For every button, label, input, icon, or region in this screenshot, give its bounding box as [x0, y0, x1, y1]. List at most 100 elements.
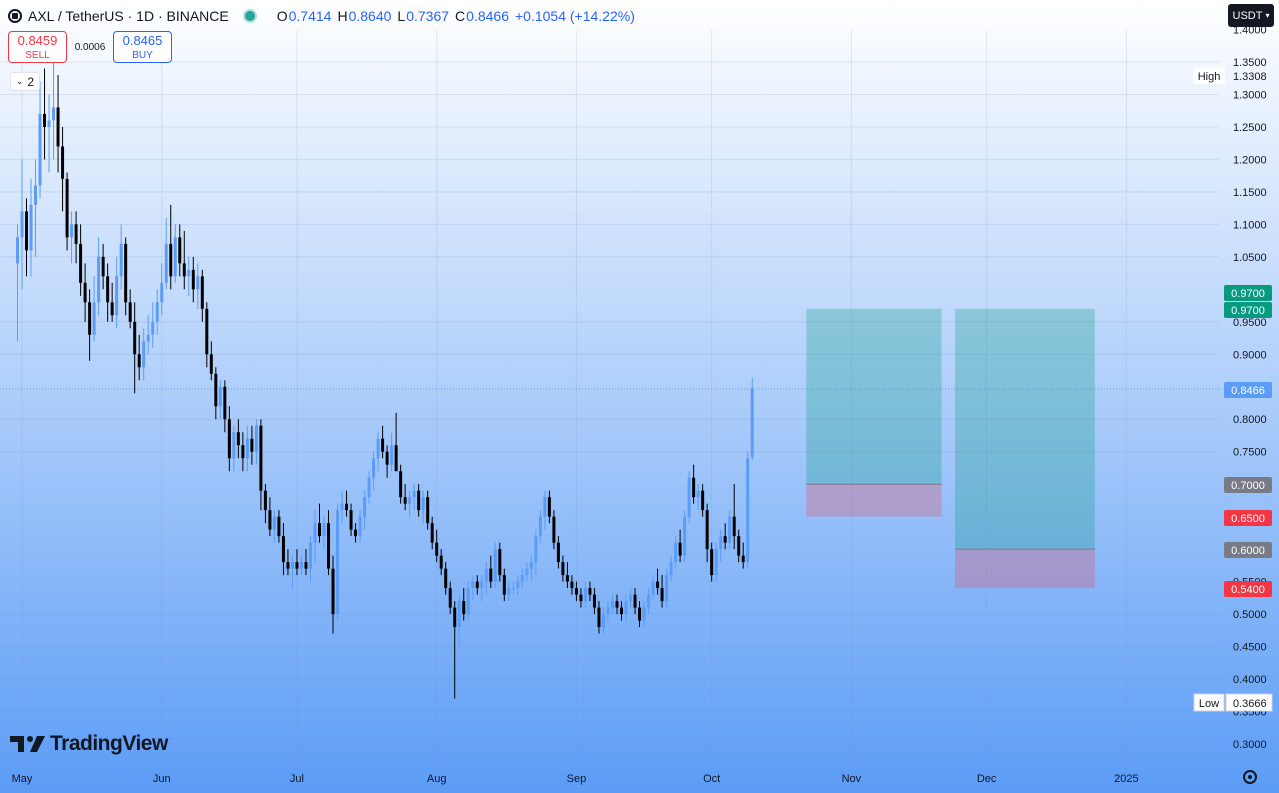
candle-body[interactable]	[372, 458, 376, 478]
candle-body[interactable]	[232, 432, 236, 459]
candle-body[interactable]	[457, 601, 461, 628]
position-profit-zone[interactable]	[955, 308, 1095, 550]
candle-body[interactable]	[665, 575, 669, 602]
candle-body[interactable]	[516, 581, 520, 589]
candle-body[interactable]	[169, 243, 173, 277]
candle-body[interactable]	[259, 425, 263, 491]
candle-body[interactable]	[656, 581, 660, 589]
candle-body[interactable]	[610, 601, 614, 608]
candle-body[interactable]	[142, 341, 146, 368]
candle-body[interactable]	[430, 523, 434, 543]
candle-body[interactable]	[25, 211, 29, 251]
candle-body[interactable]	[511, 588, 515, 590]
candle-body[interactable]	[588, 588, 592, 595]
candle-body[interactable]	[606, 607, 610, 615]
candle-body[interactable]	[182, 263, 186, 277]
candle-body[interactable]	[38, 113, 42, 186]
candle-body[interactable]	[547, 497, 551, 517]
position-loss-zone[interactable]	[806, 484, 942, 517]
candle-body[interactable]	[453, 607, 457, 628]
currency-button[interactable]: USDT ▾	[1228, 4, 1274, 27]
candle-body[interactable]	[29, 204, 33, 251]
candle-body[interactable]	[498, 549, 502, 576]
candle-body[interactable]	[592, 594, 596, 608]
candle-body[interactable]	[74, 224, 78, 244]
candle-body[interactable]	[408, 497, 412, 504]
candle-body[interactable]	[381, 438, 385, 452]
candle-body[interactable]	[705, 510, 709, 550]
candle-body[interactable]	[354, 529, 358, 537]
candle-body[interactable]	[290, 562, 294, 569]
candle-body[interactable]	[34, 185, 38, 205]
candle-body[interactable]	[435, 542, 439, 556]
candle-body[interactable]	[250, 438, 254, 452]
candle-body[interactable]	[660, 588, 664, 602]
candle-body[interactable]	[115, 276, 119, 316]
indicators-toggle-button[interactable]: ⌄ 2	[10, 72, 40, 91]
candle-body[interactable]	[345, 503, 349, 511]
symbol-title[interactable]: AXL / TetherUS · 1D · BINANCE	[28, 8, 229, 24]
candle-body[interactable]	[732, 516, 736, 537]
candle-body[interactable]	[629, 594, 633, 602]
candle-body[interactable]	[642, 607, 646, 621]
candle-body[interactable]	[552, 516, 556, 543]
candle-body[interactable]	[633, 594, 637, 608]
candle-body[interactable]	[331, 568, 335, 615]
candle-body[interactable]	[507, 588, 511, 595]
candle-body[interactable]	[651, 581, 655, 595]
candle-body[interactable]	[674, 542, 678, 563]
candle-body[interactable]	[286, 562, 290, 569]
candle-body[interactable]	[417, 490, 421, 511]
candle-body[interactable]	[308, 542, 312, 569]
candle-body[interactable]	[529, 562, 533, 569]
candle-body[interactable]	[245, 438, 249, 459]
candle-body[interactable]	[133, 321, 137, 355]
candle-body[interactable]	[376, 438, 380, 459]
candle-body[interactable]	[43, 113, 47, 127]
candle-body[interactable]	[164, 243, 168, 283]
candle-body[interactable]	[570, 581, 574, 589]
candle-body[interactable]	[304, 562, 308, 569]
candle-body[interactable]	[327, 523, 331, 569]
candle-body[interactable]	[737, 536, 741, 556]
candle-body[interactable]	[61, 146, 65, 179]
candle-body[interactable]	[277, 516, 281, 537]
candle-body[interactable]	[502, 575, 506, 595]
candle-body[interactable]	[214, 373, 218, 407]
candle-body[interactable]	[462, 601, 466, 615]
candle-body[interactable]	[236, 432, 240, 446]
candle-body[interactable]	[79, 243, 83, 283]
candle-body[interactable]	[15, 237, 19, 264]
candle-body[interactable]	[444, 568, 448, 589]
candle-body[interactable]	[538, 516, 542, 537]
candle-body[interactable]	[750, 388, 754, 458]
candle-body[interactable]	[692, 477, 696, 498]
candle-body[interactable]	[227, 419, 231, 459]
candle-body[interactable]	[390, 445, 394, 465]
candle-body[interactable]	[363, 497, 367, 517]
candle-body[interactable]	[52, 107, 56, 121]
candle-body[interactable]	[534, 536, 538, 563]
candle-body[interactable]	[696, 490, 700, 498]
candle-body[interactable]	[155, 302, 159, 322]
gear-icon[interactable]	[1243, 770, 1257, 784]
candle-body[interactable]	[489, 568, 493, 582]
candle-body[interactable]	[318, 523, 321, 537]
candle-body[interactable]	[56, 107, 60, 147]
candle-body[interactable]	[394, 445, 398, 472]
candle-body[interactable]	[88, 302, 92, 335]
candle-body[interactable]	[299, 562, 303, 569]
candle-body[interactable]	[272, 516, 276, 530]
candle-body[interactable]	[295, 562, 299, 569]
candle-body[interactable]	[723, 536, 727, 543]
candle-body[interactable]	[110, 302, 114, 316]
candle-body[interactable]	[399, 471, 403, 498]
candle-body[interactable]	[471, 581, 475, 589]
candle-body[interactable]	[385, 451, 389, 465]
position-loss-zone[interactable]	[955, 549, 1095, 589]
candle-body[interactable]	[178, 237, 182, 264]
sell-button[interactable]: 0.8459 SELL	[8, 31, 67, 63]
candle-body[interactable]	[484, 568, 488, 582]
candle-body[interactable]	[106, 276, 110, 303]
